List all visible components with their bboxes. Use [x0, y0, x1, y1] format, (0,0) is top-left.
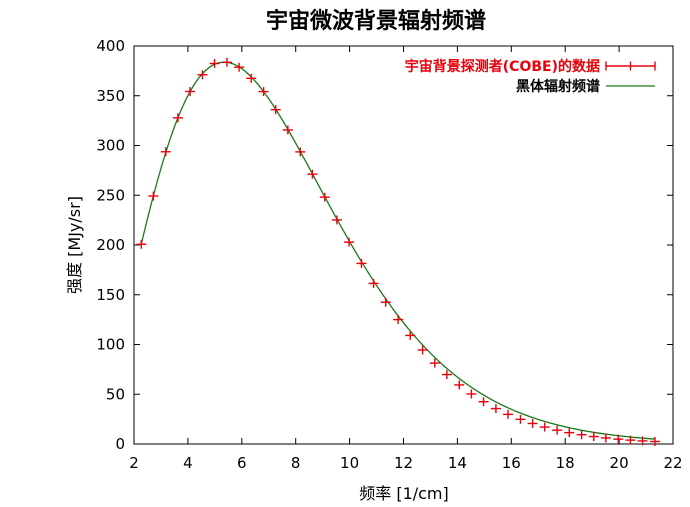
data-point	[331, 215, 342, 225]
data-point	[600, 433, 611, 443]
x-tick-label: 6	[237, 454, 247, 472]
data-point	[417, 345, 428, 355]
y-tick-label: 100	[96, 336, 125, 354]
data-point	[515, 414, 526, 424]
y-tick-label: 350	[96, 87, 125, 105]
y-tick-label: 50	[106, 385, 125, 403]
data-point	[319, 192, 330, 202]
data-point	[380, 297, 391, 307]
data-point	[221, 57, 232, 67]
plot-area: 2 4 6 8 10 12 14 16 18 20 22 0 50 100 150 200 250 300 350…	[96, 37, 682, 472]
data-point	[429, 358, 440, 368]
data-point	[185, 86, 196, 96]
y-axis-label: 强度 [MJy/sr]	[65, 196, 84, 294]
data-point	[454, 380, 465, 390]
blackbody-curve	[140, 61, 655, 440]
data-point	[649, 437, 660, 447]
data-point	[478, 397, 489, 407]
data-point	[197, 70, 208, 80]
y-tick-label: 200	[96, 236, 125, 254]
y-axis: 0 50 100 150 200 250 300 350 400	[96, 37, 673, 453]
x-tick-label: 22	[663, 454, 682, 472]
data-point	[564, 428, 575, 438]
y-tick-label: 0	[115, 435, 125, 453]
data-point	[613, 434, 624, 444]
legend-label-cobe: 宇宙背景探测者(COBE)的数据	[405, 58, 600, 75]
x-tick-label: 10	[340, 454, 359, 472]
data-point	[234, 62, 245, 72]
data-point	[637, 436, 648, 446]
data-point	[368, 278, 379, 288]
data-point	[172, 113, 183, 123]
data-point	[490, 404, 501, 414]
data-point	[307, 169, 318, 179]
data-point	[344, 237, 355, 247]
data-point	[148, 191, 159, 201]
chart-title: 宇宙微波背景辐射频谱	[266, 8, 486, 34]
x-tick-label: 2	[129, 454, 139, 472]
x-axis: 2 4 6 8 10 12 14 16 18 20 22	[129, 46, 683, 472]
data-point	[625, 435, 636, 445]
data-point	[588, 432, 599, 442]
x-tick-label: 4	[183, 454, 193, 472]
data-point	[136, 239, 147, 249]
data-point	[527, 419, 538, 429]
data-point	[295, 147, 306, 157]
legend-label-blackbody: 黑体辐射频谱	[516, 78, 600, 95]
data-point	[282, 125, 293, 135]
x-tick-label: 14	[448, 454, 467, 472]
data-point	[441, 370, 452, 380]
data-point	[466, 389, 477, 399]
data-point	[209, 59, 220, 69]
cobe-data-points	[136, 57, 660, 447]
data-point	[552, 425, 563, 435]
y-tick-label: 400	[96, 37, 125, 55]
data-point	[405, 330, 416, 340]
y-tick-label: 150	[96, 286, 125, 304]
data-point	[503, 409, 514, 419]
x-tick-label: 8	[291, 454, 301, 472]
x-tick-label: 12	[394, 454, 413, 472]
data-point	[160, 147, 171, 157]
plot-frame	[133, 45, 674, 445]
data-point	[246, 73, 257, 83]
legend: 宇宙背景探测者(COBE)的数据 黑体辐射频谱	[405, 58, 656, 95]
data-point	[539, 422, 550, 432]
x-axis-label: 频率 [1/cm]	[359, 484, 449, 503]
data-point	[270, 105, 281, 115]
y-tick-label: 250	[96, 186, 125, 204]
x-tick-label: 16	[502, 454, 521, 472]
data-point	[356, 258, 367, 268]
data-point	[393, 315, 404, 325]
legend-marker-cobe	[605, 61, 656, 71]
x-tick-label: 18	[556, 454, 575, 472]
x-tick-label: 20	[610, 454, 629, 472]
data-point	[258, 87, 269, 97]
y-tick-label: 300	[96, 137, 125, 155]
data-point	[576, 430, 587, 440]
